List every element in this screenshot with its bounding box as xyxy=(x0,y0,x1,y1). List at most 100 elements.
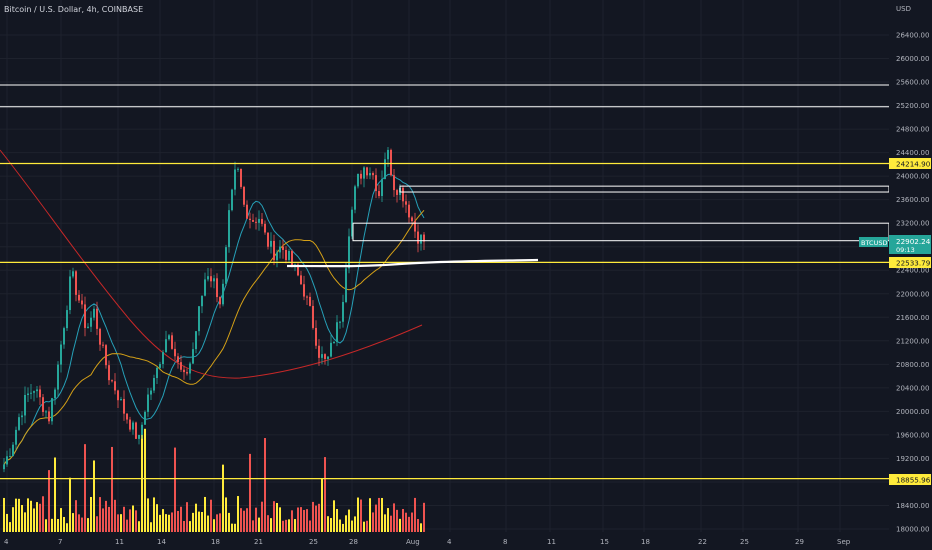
candle-body[interactable] xyxy=(297,264,299,276)
candle-body[interactable] xyxy=(402,187,404,202)
candle-body[interactable] xyxy=(336,322,338,343)
candle-body[interactable] xyxy=(30,392,32,394)
candle-body[interactable] xyxy=(147,394,149,412)
candle-body[interactable] xyxy=(324,354,326,359)
candle-body[interactable] xyxy=(84,304,86,328)
candle-body[interactable] xyxy=(156,367,158,379)
candle-body[interactable] xyxy=(180,362,182,370)
candle-body[interactable] xyxy=(54,389,56,399)
candle-body[interactable] xyxy=(36,389,38,392)
candle-body[interactable] xyxy=(267,232,269,247)
candle-body[interactable] xyxy=(258,218,260,223)
candle-body[interactable] xyxy=(315,327,317,346)
candle-body[interactable] xyxy=(378,191,380,196)
candle-body[interactable] xyxy=(405,201,407,205)
candle-body[interactable] xyxy=(312,305,314,328)
candle-body[interactable] xyxy=(300,275,302,285)
candle-body[interactable] xyxy=(93,308,95,318)
candle-body[interactable] xyxy=(396,190,398,195)
candle-body[interactable] xyxy=(387,149,389,160)
candle-body[interactable] xyxy=(141,424,143,435)
candle-body[interactable] xyxy=(129,419,131,430)
candle-body[interactable] xyxy=(375,175,377,192)
candle-body[interactable] xyxy=(225,247,227,284)
candle-body[interactable] xyxy=(357,173,359,187)
candle-body[interactable] xyxy=(78,294,80,301)
candle-body[interactable] xyxy=(207,276,209,280)
candle-body[interactable] xyxy=(69,276,71,311)
candle-body[interactable] xyxy=(303,284,305,297)
candle-body[interactable] xyxy=(219,297,221,305)
candle-body[interactable] xyxy=(96,308,98,329)
candle-body[interactable] xyxy=(213,278,215,282)
candle-body[interactable] xyxy=(189,363,191,374)
candle-body[interactable] xyxy=(99,328,101,345)
candle-body[interactable] xyxy=(249,218,251,221)
candle-body[interactable] xyxy=(360,173,362,179)
candle-body[interactable] xyxy=(282,246,284,250)
candle-body[interactable] xyxy=(231,189,233,211)
candle-body[interactable] xyxy=(348,236,350,269)
candle-body[interactable] xyxy=(423,234,425,242)
trend-drawing[interactable] xyxy=(286,258,539,268)
candle-body[interactable] xyxy=(162,352,164,365)
candle-body[interactable] xyxy=(60,344,62,365)
candle-body[interactable] xyxy=(276,252,278,261)
candle-body[interactable] xyxy=(285,249,287,261)
candle-body[interactable] xyxy=(33,391,35,393)
candle-body[interactable] xyxy=(150,390,152,395)
candle-body[interactable] xyxy=(174,348,176,357)
candle-body[interactable] xyxy=(24,395,26,416)
candle-body[interactable] xyxy=(318,345,320,358)
candle-body[interactable] xyxy=(327,356,329,359)
candle-body[interactable] xyxy=(42,397,44,412)
candle-body[interactable] xyxy=(171,335,173,349)
candle-body[interactable] xyxy=(408,204,410,218)
candle-body[interactable] xyxy=(390,149,392,176)
candle-body[interactable] xyxy=(246,204,248,219)
candle-body[interactable] xyxy=(210,276,212,282)
horizontal-levels[interactable] xyxy=(0,84,890,480)
candle-body[interactable] xyxy=(240,168,242,187)
candle-body[interactable] xyxy=(216,278,218,298)
candle-body[interactable] xyxy=(63,328,65,345)
candlesticks[interactable] xyxy=(3,146,425,473)
candle-body[interactable] xyxy=(27,393,29,396)
candle-body[interactable] xyxy=(270,240,272,247)
candle-body[interactable] xyxy=(201,295,203,307)
candle-body[interactable] xyxy=(342,302,344,322)
candle-body[interactable] xyxy=(192,349,194,364)
candle-body[interactable] xyxy=(168,335,170,340)
candle-body[interactable] xyxy=(183,369,185,373)
candle-body[interactable] xyxy=(252,220,254,222)
candle-body[interactable] xyxy=(6,456,8,465)
candle-body[interactable] xyxy=(306,296,308,298)
candle-body[interactable] xyxy=(411,217,413,222)
candle-body[interactable] xyxy=(393,175,395,191)
candle-body[interactable] xyxy=(18,417,20,430)
candle-body[interactable] xyxy=(228,210,230,248)
candle-body[interactable] xyxy=(132,422,134,430)
candle-body[interactable] xyxy=(39,389,41,398)
candle-body[interactable] xyxy=(159,364,161,368)
candle-body[interactable] xyxy=(198,306,200,332)
candle-body[interactable] xyxy=(366,167,368,176)
candle-body[interactable] xyxy=(165,339,167,353)
candle-body[interactable] xyxy=(222,283,224,305)
candle-body[interactable] xyxy=(15,429,17,445)
candle-body[interactable] xyxy=(135,422,137,439)
candle-body[interactable] xyxy=(21,415,23,418)
candle-body[interactable] xyxy=(123,398,125,414)
candle-body[interactable] xyxy=(381,179,383,196)
candle-body[interactable] xyxy=(138,434,140,439)
candle-body[interactable] xyxy=(273,240,275,261)
candle-body[interactable] xyxy=(339,321,341,323)
candle-body[interactable] xyxy=(204,279,206,296)
candle-body[interactable] xyxy=(111,380,113,382)
candle-body[interactable] xyxy=(264,223,266,233)
candle-body[interactable] xyxy=(309,296,311,306)
candle-body[interactable] xyxy=(9,456,11,458)
candle-body[interactable] xyxy=(81,300,83,305)
candle-body[interactable] xyxy=(345,268,347,303)
candle-body[interactable] xyxy=(153,378,155,391)
